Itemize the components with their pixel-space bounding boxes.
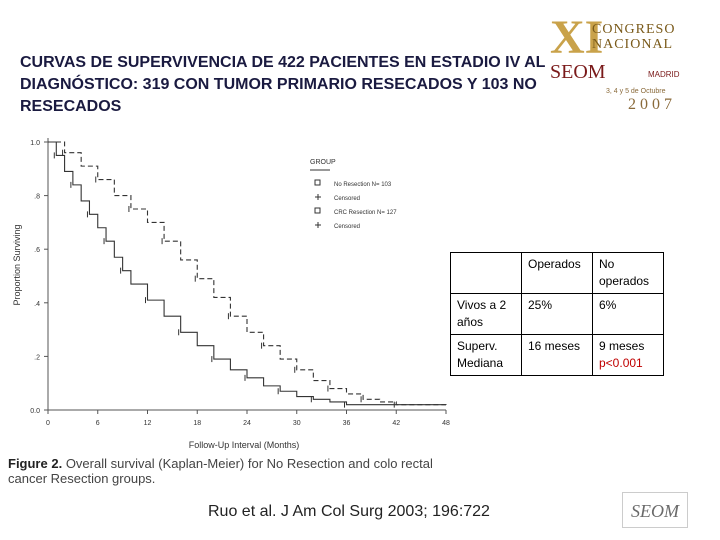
legend-entry: No Resection N= 103 [334, 182, 392, 188]
table-header-cell [450, 252, 522, 294]
footer-logo-text: SEOM [631, 501, 680, 521]
figure-caption-text: Overall survival (Kaplan-Meier) for No R… [8, 456, 433, 486]
citation: Ruo et al. J Am Col Surg 2003; 196:722 [208, 503, 490, 520]
p-value: p<0.001 [599, 356, 643, 370]
x-tick-label: 42 [392, 420, 400, 427]
chart-axes [47, 138, 446, 411]
legend-series-symbol [314, 179, 321, 186]
table-cell: 16 meses [521, 334, 593, 376]
series-line-resection [48, 141, 447, 408]
legend-entry: CRC Resection N= 127 [334, 210, 397, 216]
x-tick-label: 6 [96, 420, 100, 427]
table-cell: 9 meses p<0.001 [592, 334, 664, 376]
chart-ticks: 0 6 12 18 24 30 36 42 48 1.0 .8 .6 .4 .2 0.0 [30, 140, 450, 427]
series-line-no-resection [48, 141, 446, 406]
legend-entry: Censored [334, 196, 360, 202]
y-axis-label: Proportion Surviving [12, 224, 22, 305]
congress-logo: XI CONGRESO NACIONAL SEOM MADRID 3, 4 y … [550, 11, 710, 114]
table-cell: 6% [592, 293, 664, 335]
x-tick-label: 48 [442, 420, 450, 427]
table-cell: 25% [521, 293, 593, 335]
y-tick-label: 1.0 [30, 140, 40, 147]
figure-caption: Figure 2. Overall survival (Kaplan-Meier… [8, 456, 458, 486]
logo-brand: SEOM [550, 61, 606, 83]
x-tick-label: 12 [144, 420, 152, 427]
x-tick-label: 30 [293, 420, 301, 427]
logo-line1: CONGRESO [592, 22, 676, 37]
chart-series [48, 141, 447, 408]
results-table: Operados No operados Vivos a 2 años 25% … [450, 252, 664, 376]
table-row: Superv. Mediana 16 meses 9 meses p<0.001 [450, 334, 664, 376]
y-tick-label: .2 [34, 354, 40, 361]
x-tick-label: 0 [46, 420, 50, 427]
table-cell: Vivos a 2 años [450, 293, 522, 335]
table-header-cell: No operados [592, 252, 664, 294]
logo-numeral: XI [550, 11, 604, 64]
logo-dates: 3, 4 y 5 de Octubre [606, 88, 666, 95]
figure-label: Figure 2. [8, 456, 63, 471]
y-tick-label: .6 [34, 247, 40, 254]
seom-footer-logo: SEOM [622, 492, 688, 528]
y-tick-label: 0.0 [30, 408, 40, 415]
y-tick-label: .4 [34, 301, 40, 308]
logo-congress-text: CONGRESO NACIONAL [592, 22, 675, 52]
x-tick-label: 36 [343, 420, 351, 427]
chart-legend: GROUP No Resection N= 103 Censored CRC Rese… [310, 159, 397, 230]
table-header-cell: Operados [521, 252, 593, 294]
legend-entry: Censored [334, 224, 360, 230]
legend-series-symbol [314, 207, 321, 214]
x-axis-label: Follow-Up Interval (Months) [189, 440, 300, 450]
survival-chart: 0 6 12 18 24 30 36 42 48 1.0 .8 .6 .4 .2 0.0 GROUP No R… [12, 138, 450, 450]
table-header-row: Operados No operados [450, 252, 664, 294]
table-row: Vivos a 2 años 25% 6% [450, 293, 664, 335]
logo-line2: NACIONAL [592, 37, 674, 52]
y-tick-label: .8 [34, 194, 40, 201]
table-cell-value: 9 meses [599, 339, 645, 353]
legend-title: GROUP [310, 159, 336, 166]
x-tick-label: 18 [193, 420, 201, 427]
x-tick-label: 24 [243, 420, 251, 427]
logo-year: 2007 [628, 96, 676, 113]
table-cell: Superv. Mediana [450, 334, 522, 376]
logo-city: MADRID [648, 70, 680, 79]
slide-title: CURVAS DE SUPERVIVENCIA DE 422 PACIENTES… [20, 54, 546, 115]
